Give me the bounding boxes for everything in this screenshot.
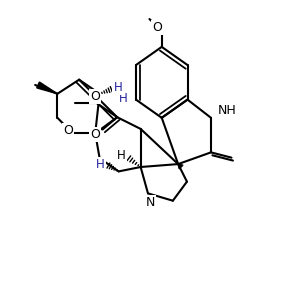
Text: H: H [113, 81, 122, 94]
Text: NH: NH [218, 104, 236, 117]
Text: O: O [90, 128, 100, 141]
Polygon shape [37, 82, 57, 94]
Text: N: N [146, 196, 155, 209]
Text: O: O [90, 90, 100, 103]
Polygon shape [178, 164, 183, 169]
Text: H: H [117, 149, 126, 162]
Text: O: O [63, 124, 73, 137]
Text: H: H [96, 158, 105, 171]
Text: H: H [119, 92, 127, 105]
Text: O: O [152, 21, 162, 34]
